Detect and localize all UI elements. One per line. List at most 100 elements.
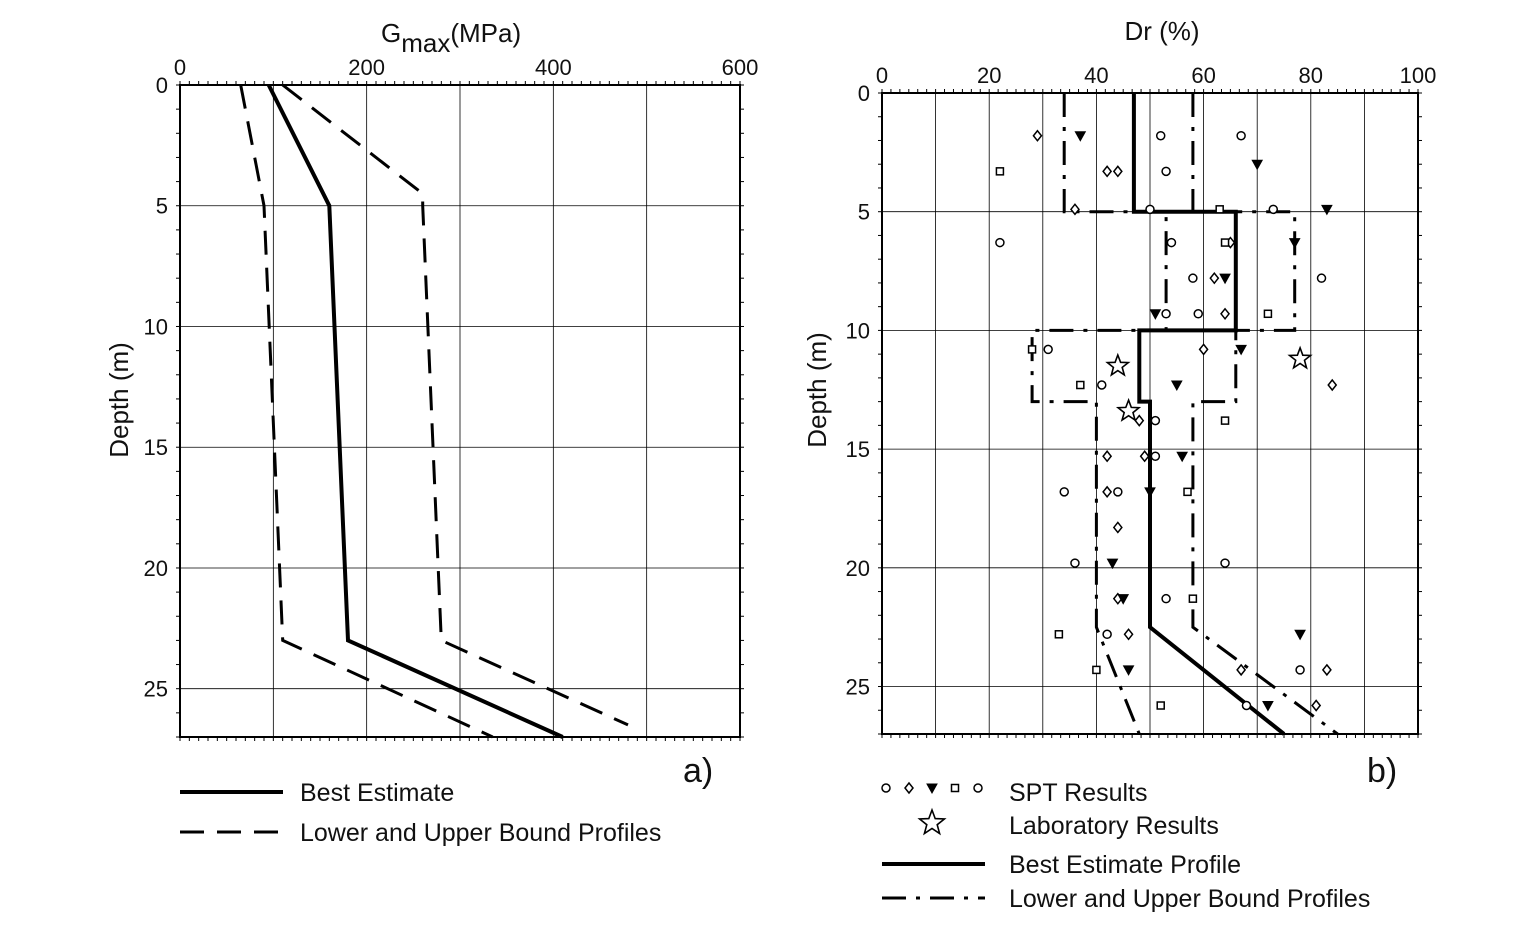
- panel-a-series-lower-bound-line: [239, 84, 494, 739]
- panel-b-ticks: 0 20 40 60 80 100 0 5 10 15 20 25: [846, 63, 1437, 738]
- panel-a-x-axis-title-sub: max: [401, 28, 450, 58]
- panel-b-spt-triangle-marker: [1144, 487, 1156, 498]
- panel-b-x-tick-label: 0: [876, 63, 888, 88]
- panel-b-y-tick-label: 25: [846, 675, 870, 700]
- panel-b-spt-circle-marker: [1193, 309, 1203, 319]
- panel-b-legend-circle-symbol: [881, 783, 891, 793]
- panel-b-legend-spt-symbols: [881, 781, 983, 795]
- panel-b-legend: SPT Results Laboratory Results Best Esti…: [881, 779, 1370, 913]
- panel-b-spt-square-marker: [1220, 416, 1230, 425]
- panel-b-spt-square-marker: [1076, 380, 1085, 390]
- panel-b-spt-circle-marker: [1059, 487, 1069, 497]
- panel-b-spt-diamond-marker: [1198, 343, 1209, 356]
- panel-b-spt-circle-marker: [1161, 593, 1171, 604]
- panel-b-spt-diamond-marker: [1311, 699, 1322, 712]
- panel-b-spt-circle-marker: [1220, 558, 1230, 568]
- panel-b-spt-triangle-marker: [1251, 159, 1264, 171]
- panel-a-series-upper-bound-line: [281, 83, 629, 727]
- panel-b-spt-square-marker: [1054, 630, 1064, 639]
- panel-a-series-best-estimate-line: [266, 84, 564, 739]
- panel-b-legend-label-spt: SPT Results: [1009, 779, 1147, 807]
- panel-b-spt-square-marker: [1156, 701, 1165, 710]
- panel-b-spt-circle-marker: [1268, 204, 1279, 215]
- panel-b-spt-diamond-marker: [1123, 628, 1134, 641]
- panel-b-best-estimate-line: [1131, 93, 1286, 736]
- panel-b-spt-triangle-marker: [1122, 665, 1135, 676]
- panel-b-spt-diamond-marker: [1220, 307, 1231, 320]
- panel-b-spt-triangle-marker: [1176, 451, 1189, 463]
- panel-b-spt-square-marker: [1027, 345, 1037, 354]
- panel-a-x-axis-title-main: G: [381, 18, 401, 48]
- panel-b-spt-diamond-marker: [1236, 663, 1247, 677]
- panel-a-chart: 0 200 400 600 0 5 10 15 20 25 Gmax(MPa) Depth (m)…: [104, 18, 758, 847]
- panel-a-y-tick-label: 10: [144, 314, 168, 339]
- panel-b-spt-diamond-marker: [1032, 129, 1043, 142]
- panel-b-legend-label-lab: Laboratory Results: [1009, 812, 1219, 840]
- panel-b-label: b): [1367, 752, 1397, 790]
- panel-b-spt-diamond-marker: [1069, 203, 1080, 216]
- panel-a-x-tick-label: 600: [722, 55, 759, 80]
- panel-b-spt-circle-marker: [1188, 273, 1198, 283]
- panel-a-y-tick-label: 5: [156, 194, 168, 219]
- panel-b-legend-square-symbol: [950, 783, 960, 793]
- panel-b-spt-square-marker: [1263, 309, 1273, 319]
- panel-b-series: [1030, 93, 1339, 736]
- panel-b-spt-triangle-marker: [1106, 558, 1119, 570]
- panel-b-spt-diamond-marker: [1209, 271, 1220, 285]
- panel-b-spt-circle-marker: [1097, 380, 1107, 390]
- panel-b-legend-triangle-symbol: [926, 783, 938, 795]
- panel-a-y-tick-label: 0: [156, 73, 168, 98]
- panel-b-lower-bound-line: [1030, 93, 1168, 735]
- panel-b-spt-diamond-marker: [1134, 414, 1145, 427]
- panel-b-spt-diamond-marker: [1102, 450, 1113, 463]
- panel-b-spt-circle-marker: [1166, 237, 1177, 248]
- panel-b-x-tick-label: 40: [1084, 63, 1108, 88]
- panel-a-x-tick-label: 400: [535, 55, 572, 80]
- panel-b-y-tick-label: 10: [846, 318, 870, 343]
- panel-a-legend-label-best: Best Estimate: [300, 779, 454, 807]
- panel-a-y-tick-label: 15: [144, 435, 168, 460]
- panel-b-legend-star-marker: [917, 807, 947, 836]
- panel-a-x-axis-title-units: (MPa): [450, 18, 521, 48]
- panel-b-markers: [995, 129, 1338, 712]
- panel-b-x-tick-label: 100: [1400, 63, 1437, 88]
- panel-b-spt-circle-marker: [1150, 451, 1161, 461]
- panel-b-legend-circle-symbol: [973, 783, 983, 793]
- panel-a-grid: [179, 84, 741, 737]
- panel-a-legend-label-bounds: Lower and Upper Bound Profiles: [300, 819, 661, 847]
- panel-b-spt-diamond-marker: [1112, 521, 1123, 534]
- panel-a-x-tick-label: 200: [348, 55, 385, 80]
- panel-b-spt-circle-marker: [1113, 487, 1123, 497]
- panel-b-spt-circle-marker: [1316, 273, 1327, 283]
- panel-b-spt-square-marker: [1215, 205, 1224, 214]
- panel-a-y-tick-label: 20: [144, 556, 168, 581]
- panel-a-x-axis-title: Gmax(MPa): [381, 18, 521, 58]
- panel-b-spt-square-marker: [995, 167, 1005, 176]
- panel-b-y-axis-title: Depth (m): [802, 332, 832, 448]
- panel-b-spt-diamond-marker: [1139, 450, 1150, 463]
- panel-b-spt-circle-marker: [1102, 629, 1112, 640]
- panel-b-spt-diamond-marker: [1112, 165, 1123, 178]
- panel-b-y-tick-label: 20: [846, 556, 870, 581]
- panel-b-spt-diamond-marker: [1327, 378, 1338, 392]
- panel-b-spt-diamond-marker: [1102, 165, 1113, 178]
- panel-b-spt-diamond-marker: [1102, 485, 1113, 499]
- panel-b-spt-circle-marker: [995, 237, 1005, 248]
- panel-b-x-tick-label: 20: [977, 63, 1001, 88]
- panel-b-x-tick-label: 80: [1299, 63, 1323, 88]
- panel-b-spt-triangle-marker: [1288, 238, 1301, 249]
- panel-b-legend-label-best: Best Estimate Profile: [1009, 851, 1241, 879]
- panel-b-spt-circle-marker: [1161, 309, 1171, 319]
- panel-b-spt-triangle-marker: [1170, 380, 1183, 392]
- panel-b-y-tick-label: 5: [858, 200, 870, 225]
- panel-b-spt-square-marker: [1092, 665, 1101, 675]
- panel-b-spt-triangle-marker: [1262, 701, 1274, 712]
- panel-b-spt-circle-marker: [1295, 665, 1305, 675]
- panel-a-legend: Best Estimate Lower and Upper Bound Prof…: [180, 779, 661, 847]
- panel-b-spt-triangle-marker: [1117, 594, 1130, 605]
- panel-a-series: [239, 83, 629, 739]
- panel-b-spt-circle-marker: [1043, 344, 1053, 355]
- panel-b-legend-star-symbol: [917, 807, 947, 836]
